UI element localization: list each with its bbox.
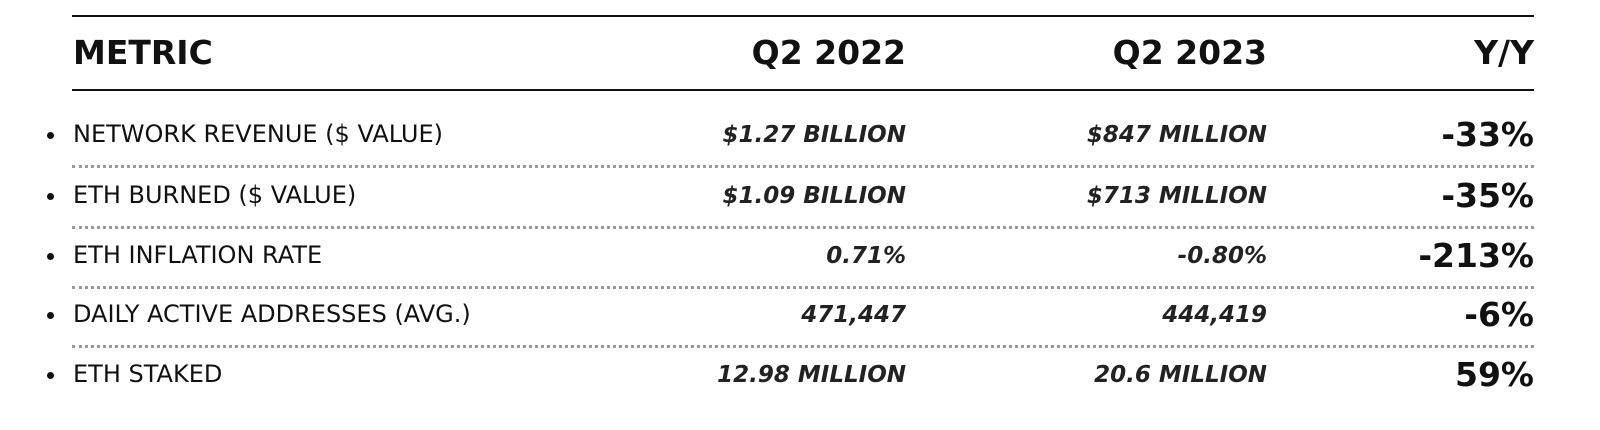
yoy-change: -33% [1441,115,1534,154]
column-header: Q2 2022 [751,33,906,72]
metric-value: 12.98 MILLION [717,362,906,388]
metric-value: $713 MILLION [1086,183,1267,209]
metric-value: $847 MILLION [1086,122,1267,148]
metric-label: ETH BURNED ($ VALUE) [73,181,357,209]
row-separator [72,165,1534,168]
metric-value: $1.27 BILLION [722,122,906,148]
column-header: METRIC [73,33,213,72]
column-header: Q2 2023 [1112,33,1267,72]
header-rule [72,89,1534,91]
yoy-change: 59% [1455,355,1534,394]
metric-label: ETH INFLATION RATE [73,241,323,269]
bullet [47,312,54,319]
row-separator [72,286,1534,289]
bullet [47,132,54,139]
metric-label: DAILY ACTIVE ADDRESSES (AVG.) [73,300,471,328]
yoy-change: -213% [1418,236,1534,275]
column-header: Y/Y [1474,33,1534,72]
metric-label: ETH STAKED [73,360,223,388]
metric-value: 444,419 [1162,302,1267,328]
metric-value: 471,447 [801,302,906,328]
metric-value: 20.6 MILLION [1094,362,1267,388]
metric-label: NETWORK REVENUE ($ VALUE) [73,120,444,148]
bullet [47,372,54,379]
row-separator [72,345,1534,348]
metric-value: 0.71% [826,243,906,269]
yoy-change: -6% [1464,295,1534,334]
bullet [47,193,54,200]
top-rule [72,15,1534,17]
bullet [47,253,54,260]
metric-value: -0.80% [1177,243,1267,269]
row-separator [72,226,1534,229]
yoy-change: -35% [1441,176,1534,215]
metric-value: $1.09 BILLION [722,183,906,209]
